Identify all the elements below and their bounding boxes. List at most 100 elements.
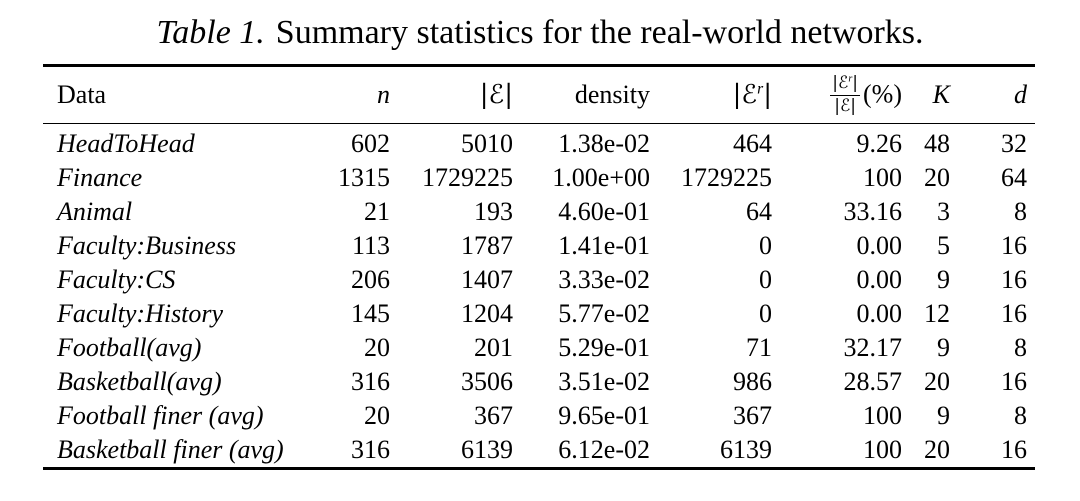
cell-ratio: 100: [863, 435, 902, 464]
cell-data: Faculty:CS: [57, 265, 176, 294]
cell-density: 1.38e-02: [558, 129, 650, 158]
cell-density: 3.33e-02: [558, 265, 650, 294]
cell-redges: 1729225: [681, 163, 772, 192]
cell-d: 16: [1001, 265, 1027, 294]
cell-density: 6.12e-02: [558, 435, 650, 464]
cell-n: 20: [364, 333, 390, 362]
cell-d: 16: [1001, 435, 1027, 464]
cell-density: 5.29e-01: [558, 333, 650, 362]
cell-edges: 1407: [461, 265, 513, 294]
table-row: HeadToHead 602 5010 1.38e-02 464 9.26 48…: [43, 124, 1035, 162]
cell-ratio: 0.00: [856, 265, 903, 294]
ratio-num-superscript: r: [848, 73, 853, 85]
cell-edges: 5010: [461, 129, 513, 158]
cell-n: 206: [351, 265, 390, 294]
header-d: d: [950, 65, 1035, 124]
cell-density: 4.60e-01: [558, 197, 650, 226]
cell-data: Basketball finer (avg): [57, 435, 284, 464]
cell-ratio: 0.00: [856, 231, 903, 260]
cell-data: HeadToHead: [57, 129, 195, 158]
cell-redges: 71: [746, 333, 772, 362]
ratio-numerator: |ℰr|: [830, 73, 861, 96]
header-redges: |ℰr|: [650, 65, 772, 124]
cell-d: 32: [1001, 129, 1027, 158]
cell-redges: 6139: [720, 435, 772, 464]
redges-superscript: r: [757, 80, 764, 98]
caption-label: Table 1.: [156, 14, 265, 51]
cell-density: 1.41e-01: [558, 231, 650, 260]
cell-K: 9: [937, 333, 950, 362]
cell-ratio: 100: [863, 401, 902, 430]
ratio-denominator: |ℰ|: [834, 96, 857, 116]
cell-data: Faculty:Business: [57, 231, 237, 260]
header-K: K: [902, 65, 950, 124]
cell-edges: 1204: [461, 299, 513, 328]
cell-density: 3.51e-02: [558, 367, 650, 396]
cell-d: 8: [1014, 333, 1027, 362]
table-row: Football(avg) 20 201 5.29e-01 71 32.17 9…: [43, 331, 1035, 365]
cell-d: 8: [1014, 401, 1027, 430]
cell-data: Finance: [57, 163, 143, 192]
ratio-num-bar: |: [852, 73, 859, 94]
cell-d: 64: [1001, 163, 1027, 192]
cell-redges: 0: [759, 265, 772, 294]
cell-redges: 64: [746, 197, 772, 226]
cell-K: 3: [937, 197, 950, 226]
header-density: density: [513, 65, 650, 124]
caption-text: Summary statistics for the real-world ne…: [275, 14, 924, 51]
cell-ratio: 0.00: [856, 299, 903, 328]
cell-d: 16: [1001, 367, 1027, 396]
cell-density: 5.77e-02: [558, 299, 650, 328]
header-data: Data: [43, 65, 313, 124]
cell-n: 21: [364, 197, 390, 226]
cell-data: Football(avg): [57, 333, 202, 362]
cell-ratio: 9.26: [856, 129, 903, 158]
header-row: Data n |ℰ| density |ℰr| |ℰr| |ℰ| (%) K d: [43, 65, 1035, 124]
table-row: Faculty:History 145 1204 5.77e-02 0 0.00…: [43, 297, 1035, 331]
cell-edges: 201: [474, 333, 513, 362]
cell-edges: 3506: [461, 367, 513, 396]
cell-K: 9: [937, 401, 950, 430]
cell-K: 20: [924, 367, 950, 396]
cell-K: 20: [924, 163, 950, 192]
cell-edges: 6139: [461, 435, 513, 464]
redges-symbol: |ℰ: [732, 80, 758, 110]
cell-n: 20: [364, 401, 390, 430]
table-row: Football finer (avg) 20 367 9.65e-01 367…: [43, 399, 1035, 433]
cell-edges: 1787: [461, 231, 513, 260]
cell-d: 16: [1001, 231, 1027, 260]
cell-n: 602: [351, 129, 390, 158]
table-row: Faculty:Business 113 1787 1.41e-01 0 0.0…: [43, 229, 1035, 263]
cell-data: Animal: [57, 197, 133, 226]
header-ratio: |ℰr| |ℰ| (%): [772, 65, 902, 124]
cell-edges: 367: [474, 401, 513, 430]
table-row: Basketball finer (avg) 316 6139 6.12e-02…: [43, 433, 1035, 469]
cell-ratio: 100: [863, 163, 902, 192]
cell-K: 9: [937, 265, 950, 294]
table-row: Animal 21 193 4.60e-01 64 33.16 3 8: [43, 195, 1035, 229]
cell-density: 9.65e-01: [558, 401, 650, 430]
cell-data: Football finer (avg): [57, 401, 264, 430]
table-row: Finance 1315 1729225 1.00e+00 1729225 10…: [43, 161, 1035, 195]
cell-redges: 0: [759, 299, 772, 328]
cell-K: 20: [924, 435, 950, 464]
ratio-fraction: |ℰr| |ℰ|: [830, 73, 861, 116]
cell-edges: 1729225: [422, 163, 513, 192]
ratio-percent-suffix: (%): [863, 80, 902, 109]
summary-statistics-table: Data n |ℰ| density |ℰr| |ℰr| |ℰ| (%) K d H…: [43, 64, 1035, 470]
cell-ratio: 32.17: [843, 333, 903, 362]
cell-redges: 0: [759, 231, 772, 260]
table-row: Basketball(avg) 316 3506 3.51e-02 986 28…: [43, 365, 1035, 399]
header-edges: |ℰ|: [390, 65, 513, 124]
redges-bar: |: [763, 80, 772, 110]
cell-d: 16: [1001, 299, 1027, 328]
cell-redges: 367: [733, 401, 772, 430]
cell-ratio: 28.57: [843, 367, 903, 396]
cell-data: Basketball(avg): [57, 367, 222, 396]
cell-K: 48: [924, 129, 950, 158]
table-row: Faculty:CS 206 1407 3.33e-02 0 0.00 9 16: [43, 263, 1035, 297]
cell-density: 1.00e+00: [552, 163, 650, 192]
table-caption: Table 1. Summary statistics for the real-…: [0, 0, 1080, 53]
cell-n: 316: [351, 367, 390, 396]
